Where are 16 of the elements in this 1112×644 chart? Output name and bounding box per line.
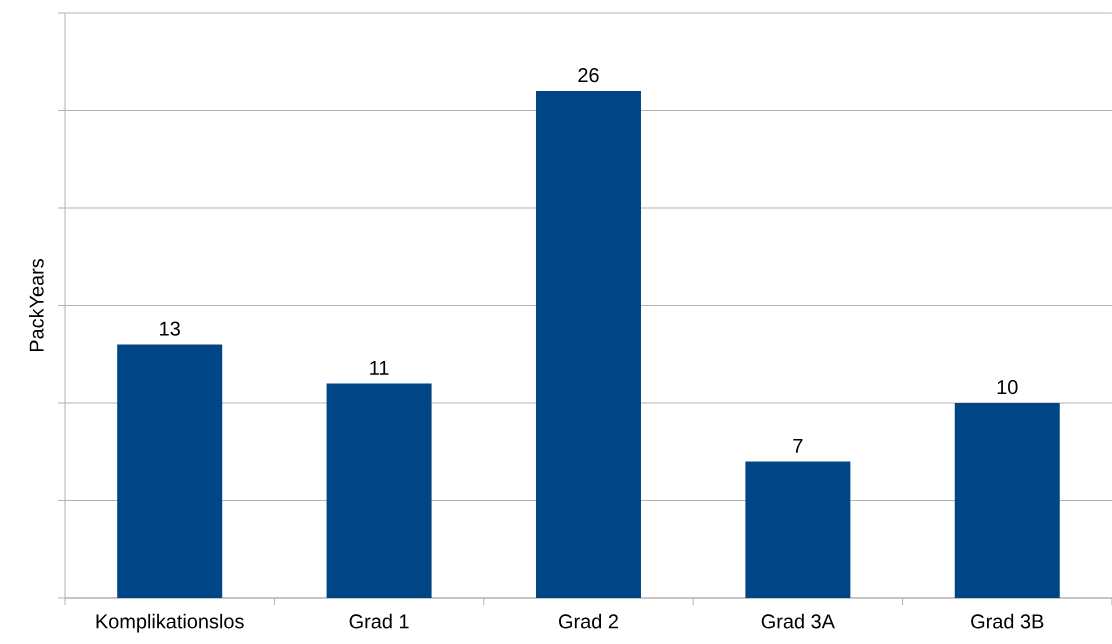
x-tick-label: Grad 3A [761, 613, 835, 629]
x-tick-label: Komplikationslos [96, 613, 244, 633]
data-label: 13 [160, 321, 180, 336]
bar [535, 91, 641, 598]
bar [745, 461, 851, 598]
bar [954, 403, 1060, 598]
data-label: 7 [793, 438, 803, 453]
data-label: 11 [370, 360, 389, 375]
x-tick-label: Grad 1 [349, 613, 409, 629]
bar [117, 344, 223, 598]
bar [326, 383, 432, 598]
data-label: 26 [578, 68, 599, 83]
data-label: 10 [997, 380, 1018, 395]
x-tick-label: Grad 2 [559, 613, 618, 629]
y-axis-title: PackYears [29, 258, 44, 352]
x-tick-label: Grad 3B [971, 613, 1044, 629]
